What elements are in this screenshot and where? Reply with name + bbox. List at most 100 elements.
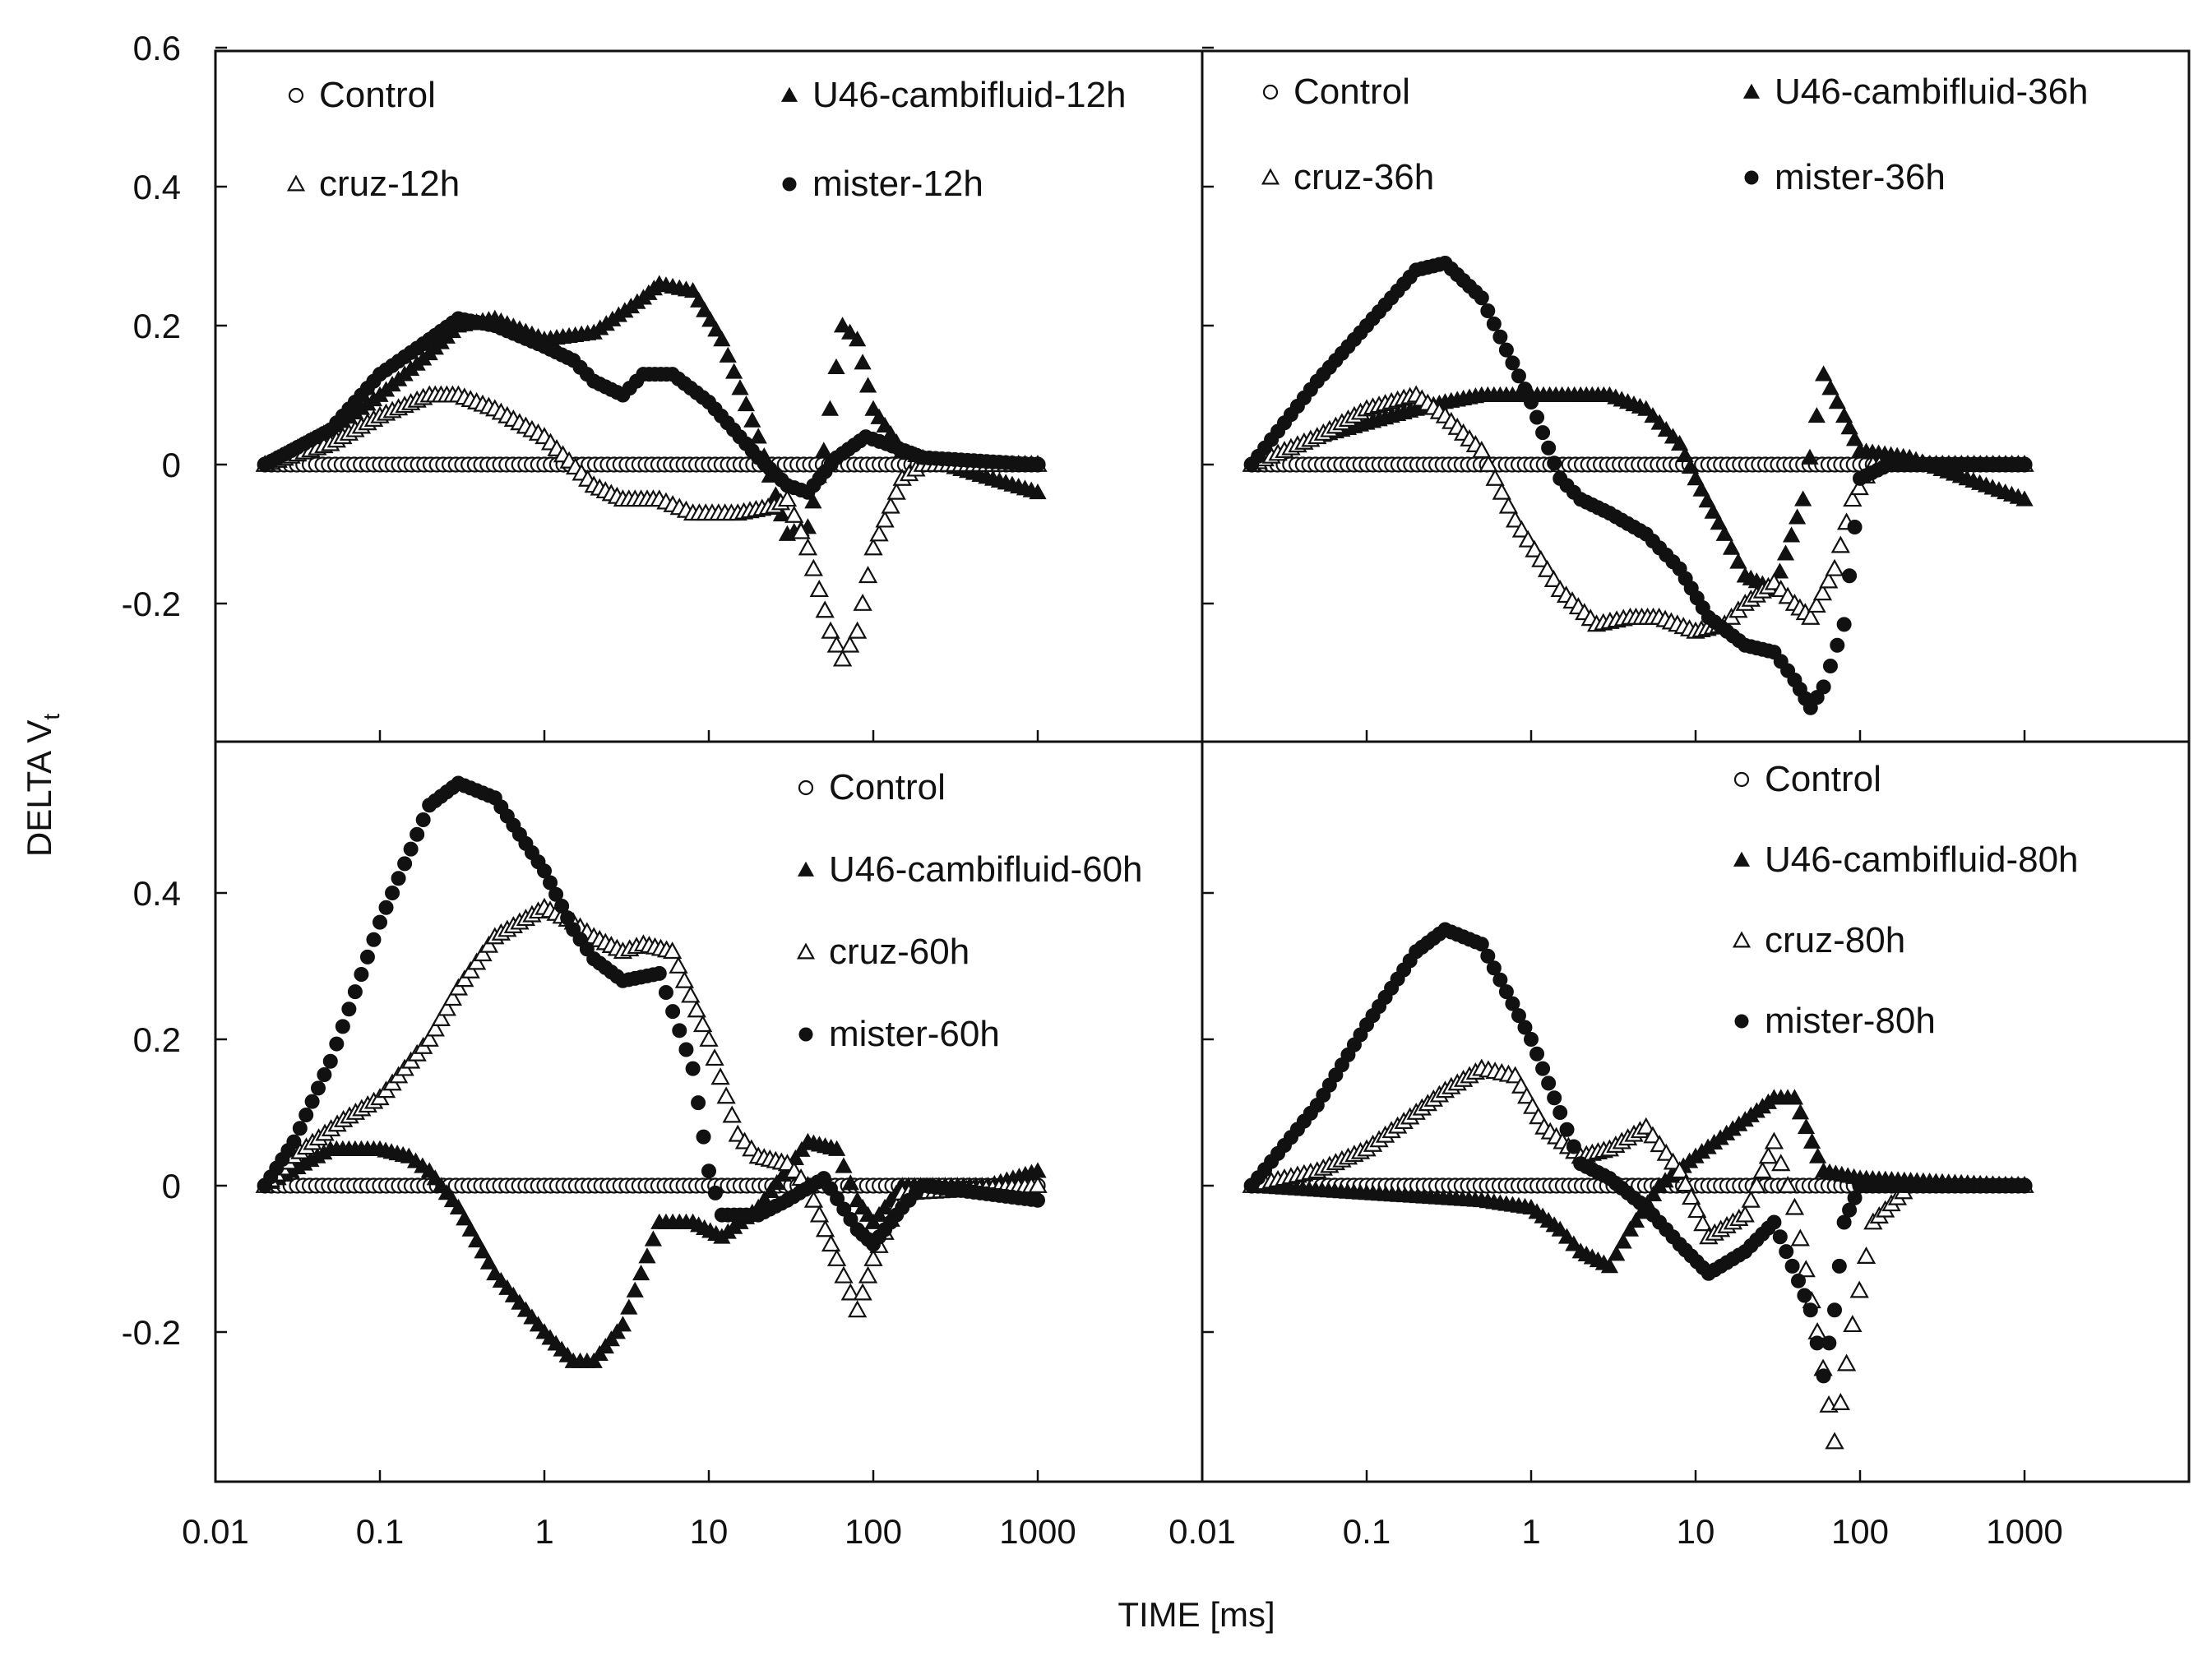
legend-marker-shape [797,861,815,877]
data-point-shape [1524,394,1539,409]
data-point [473,944,493,962]
panel-60h-legend: Control U46-cambifluid-60h cruz-60h mister-… [796,767,1143,1054]
data-point [1480,948,1496,964]
data-point [713,331,731,347]
data-point-shape [1636,1117,1656,1135]
panel-60h-x-tick-label: 10 [690,1512,729,1551]
data-point [560,910,576,926]
data-point [410,826,425,842]
data-point [1650,1135,1669,1153]
data-point-shape [554,899,570,914]
data-point-shape [1643,1126,1663,1144]
data-point [1802,1132,1821,1149]
data-point [827,358,845,375]
data-point [2017,1178,2032,1193]
data-point [1566,1139,1581,1154]
legend-marker-shape [798,779,814,796]
data-point-shape [322,1053,338,1069]
data-point-shape [1687,1200,1707,1219]
data-point-shape [373,914,387,930]
data-point [1529,1107,1548,1125]
data-point [1557,1228,1576,1244]
data-point-shape [1796,1260,1816,1278]
data-point [687,1000,706,1018]
data-point-shape [678,1042,694,1057]
data-point [1687,470,1705,486]
data-point-shape [1028,1175,1048,1193]
legend-label: mister-12h [812,164,983,204]
data-point-shape [1474,937,1489,952]
panel-60h: -0.2 0 0.2 0.4 0.01 0.1 1 10 100 1000 Control U46-c… [122,740,1204,1551]
data-point [1682,1187,1701,1205]
legend-item: cruz-12h [286,164,460,204]
data-point-shape [662,941,683,960]
data-point [1656,1143,1676,1161]
legend-label: Control [319,75,436,115]
legend-item: mister-12h [782,164,983,204]
data-point-shape [761,1182,780,1198]
data-point [1627,1211,1645,1228]
data-point-shape [1498,496,1519,514]
data-point-shape [1771,1154,1791,1172]
data-point [1529,409,1545,425]
legend-label: mister-36h [1775,157,1946,197]
legend-label: cruz-36h [1293,157,1434,197]
data-point [809,580,829,598]
data-point [1517,382,1533,397]
data-point-shape [1821,1335,1837,1351]
data-point-shape [1687,470,1705,486]
data-point [1812,583,1833,601]
data-point [701,1163,716,1179]
data-point-shape [2015,490,2034,507]
data-point [1815,365,1833,382]
data-point [341,1001,357,1017]
data-point-shape [638,1247,656,1264]
data-point-shape [881,496,900,514]
data-point [858,1265,878,1284]
data-point-shape [1790,1228,1810,1247]
data-point-shape [298,1107,314,1122]
data-point [832,649,853,667]
data-point [298,1107,314,1122]
data-point-shape [1791,1273,1807,1288]
data-point [672,1023,687,1038]
data-point-shape [479,935,499,953]
data-point-shape [827,358,845,375]
legend-marker [1733,771,1750,788]
data-point [1784,1258,1800,1274]
data-point [1511,368,1526,384]
data-point-shape [1821,379,1839,395]
data-point-shape [1785,1089,1804,1105]
data-point [1842,1202,1858,1218]
data-point [1553,1105,1568,1120]
data-point [707,321,725,337]
panel-80h-x-tick-label: 1 [1521,1512,1540,1551]
data-point-shape [651,965,667,981]
data-point-shape [1486,960,1502,976]
data-point [1511,520,1532,538]
data-point-shape [836,1201,852,1217]
data-point [803,558,823,576]
data-point-shape [848,331,867,347]
data-point [632,1264,650,1281]
data-point [1821,379,1839,395]
data-point-shape [1670,434,1689,451]
legend-item: U46-cambifluid-36h [1742,72,2089,112]
data-point [419,1029,439,1047]
data-point-shape [473,944,493,962]
data-point [863,538,883,556]
data-point-shape [1498,342,1514,358]
legend-marker [1742,83,1761,99]
data-point-shape [456,1210,474,1226]
panel-12h-y-tick-label: 0.4 [133,168,181,206]
data-point [366,932,382,947]
data-point [1791,1273,1807,1288]
data-point-shape [1836,1353,1857,1372]
panel-80h-series-mister-80h [1244,922,2032,1384]
data-point-shape [1650,1135,1669,1153]
legend-marker-shape [1733,771,1750,788]
data-point [1551,1220,1569,1237]
data-point-shape [1535,425,1551,441]
data-point-shape [696,301,714,317]
legend-item: U46-cambifluid-60h [797,849,1143,890]
